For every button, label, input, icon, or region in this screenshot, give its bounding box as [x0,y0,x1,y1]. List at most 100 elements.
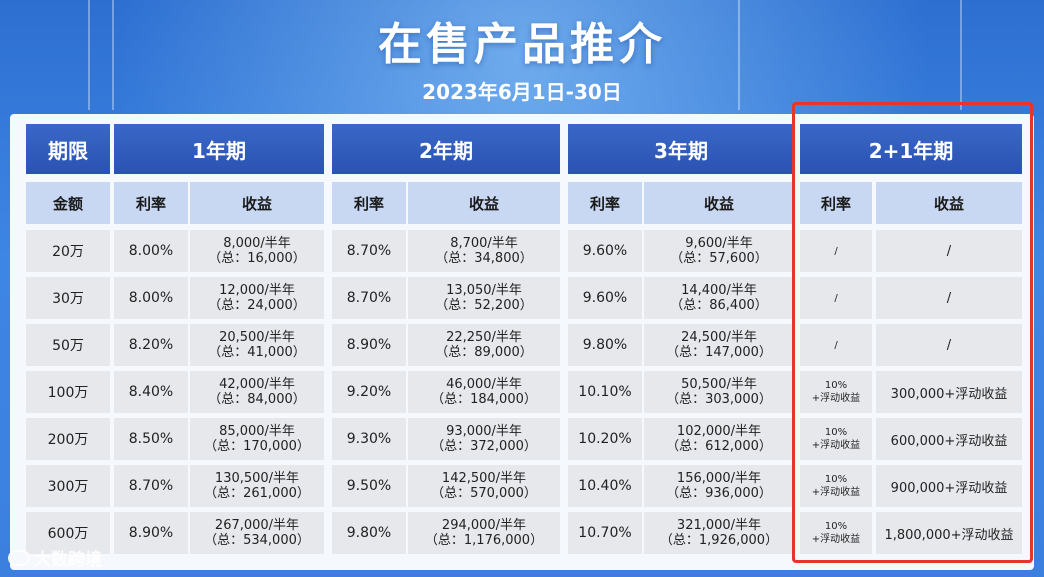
decor-stripe [738,0,740,110]
income-cell: 14,400/半年 （总：86,400） [644,277,794,319]
header-rate: 利率 [332,182,406,224]
header-period: 2年期 [332,124,560,174]
row-amount: 200万 [26,418,110,460]
combo-rate: / [834,292,838,304]
date-range: 2023年6月1日-30日 [422,80,622,104]
rate-cell: 9.80% [568,324,642,366]
weibo-logo-icon [8,549,30,566]
income-total: （总：52,200） [435,298,533,313]
income-semiannual: 42,000/半年 [219,377,295,392]
income-semiannual: 85,000/半年 [219,424,295,439]
combo-rate: 10% [824,521,848,532]
income-cell: 321,000/半年 （总：1,926,000） [644,512,794,554]
income-cell: 42,000/半年 （总：84,000） [190,371,324,413]
rate-cell: 8.40% [114,371,188,413]
income-semiannual: 9,600/半年 [685,236,753,251]
income-total: （总：147,000） [666,345,772,360]
income-total: （总：57,600） [670,251,768,266]
decor-stripe [88,0,90,110]
income-cell-combo: 300,000+浮动收益 [876,371,1022,413]
income-cell-combo: 600,000+浮动收益 [876,418,1022,460]
income-semiannual: 50,500/半年 [681,377,757,392]
income-cell-combo: / [876,277,1022,319]
rate-cell: 9.20% [332,371,406,413]
income-cell: 102,000/半年 （总：612,000） [644,418,794,460]
row-amount: 100万 [26,371,110,413]
header-period: 1年期 [114,124,324,174]
income-total: （总：1,926,000） [659,533,779,548]
income-total: （总：41,000） [208,345,306,360]
income-semiannual: 20,500/半年 [219,330,295,345]
income-cell: 130,500/半年 （总：261,000） [190,465,324,507]
income-semiannual: 321,000/半年 [676,518,762,533]
income-cell: 22,250/半年 （总：89,000） [408,324,560,366]
income-semiannual: 294,000/半年 [441,518,527,533]
income-total: （总：1,176,000） [424,533,544,548]
income-semiannual: 24,500/半年 [681,330,757,345]
row-amount: 20万 [26,230,110,272]
row-amount: 30万 [26,277,110,319]
income-total: （总：34,800） [435,251,533,266]
income-total: （总：16,000） [208,251,306,266]
income-cell: 294,000/半年 （总：1,176,000） [408,512,560,554]
income-total: （总：24,000） [208,298,306,313]
income-cell-combo: / [876,230,1022,272]
income-cell-combo: 1,800,000+浮动收益 [876,512,1022,554]
header-term: 期限 [26,124,110,174]
header-rate: 利率 [800,182,872,224]
income-semiannual: 102,000/半年 [676,424,762,439]
combo-rate-extra: +浮动收益 [811,393,861,404]
header-amount: 金额 [26,182,110,224]
header-period: 2+1年期 [800,124,1022,174]
income-total: （总：303,000） [666,392,772,407]
income-cell: 8,700/半年 （总：34,800） [408,230,560,272]
income-semiannual: 14,400/半年 [681,283,757,298]
income-semiannual: 267,000/半年 [214,518,300,533]
income-cell: 12,000/半年 （总：24,000） [190,277,324,319]
income-cell: 267,000/半年 （总：534,000） [190,512,324,554]
income-cell: 9,600/半年 （总：57,600） [644,230,794,272]
rate-cell: 9.80% [332,512,406,554]
income-semiannual: 8,000/半年 [223,236,291,251]
header-period: 3年期 [568,124,794,174]
income-cell: 156,000/半年 （总：936,000） [644,465,794,507]
income-semiannual: 46,000/半年 [446,377,522,392]
rate-cell: 9.50% [332,465,406,507]
rate-cell: 8.70% [114,465,188,507]
row-amount: 300万 [26,465,110,507]
income-cell: 24,500/半年 （总：147,000） [644,324,794,366]
combo-rate: 10% [824,474,848,485]
income-cell: 85,000/半年 （总：170,000） [190,418,324,460]
rate-cell-combo: 10% +浮动收益 [800,418,872,460]
rate-cell-combo: 10% +浮动收益 [800,371,872,413]
income-total: （总：534,000） [204,533,310,548]
header-income: 收益 [876,182,1022,224]
page-title: 在售产品推介 [378,19,666,70]
row-amount: 600万 [26,512,110,554]
rate-cell: 8.50% [114,418,188,460]
income-cell: 46,000/半年 （总：184,000） [408,371,560,413]
income-cell: 20,500/半年 （总：41,000） [190,324,324,366]
income-semiannual: 130,500/半年 [214,471,300,486]
income-total: （总：84,000） [208,392,306,407]
income-cell: 142,500/半年 （总：570,000） [408,465,560,507]
rate-cell: 8.90% [114,512,188,554]
header-income: 收益 [644,182,794,224]
income-cell: 13,050/半年 （总：52,200） [408,277,560,319]
decor-stripe [112,0,114,110]
combo-rate: / [834,245,838,257]
header-income: 收益 [408,182,560,224]
rate-cell-combo: 10% +浮动收益 [800,465,872,507]
income-semiannual: 13,050/半年 [446,283,522,298]
rate-cell: 9.60% [568,277,642,319]
income-total: （总：170,000） [204,439,310,454]
header-rate: 利率 [114,182,188,224]
rate-cell-combo: / [800,277,872,319]
rate-cell: 8.90% [332,324,406,366]
income-semiannual: 8,700/半年 [450,236,518,251]
combo-rate-extra: +浮动收益 [811,440,861,451]
combo-rate: 10% [824,427,848,438]
rate-cell: 10.40% [568,465,642,507]
income-cell-combo: 900,000+浮动收益 [876,465,1022,507]
decor-stripe [960,0,962,110]
